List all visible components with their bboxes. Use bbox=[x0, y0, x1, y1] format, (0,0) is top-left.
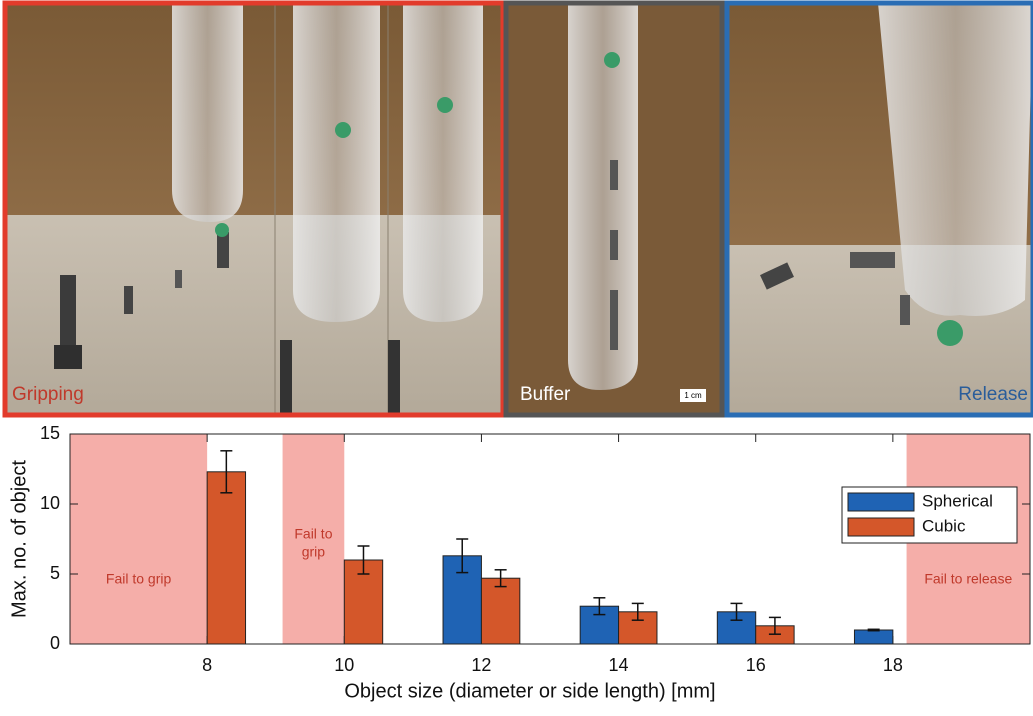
legend-swatch bbox=[848, 518, 914, 536]
region-label: Fail to release bbox=[924, 571, 1012, 587]
y-tick-label: 0 bbox=[50, 633, 60, 653]
legend-swatch bbox=[848, 493, 914, 511]
x-tick-label: 8 bbox=[202, 655, 212, 675]
legend-label: Cubic bbox=[922, 516, 966, 535]
marble bbox=[215, 223, 229, 237]
x-tick-label: 10 bbox=[334, 655, 354, 675]
bar bbox=[207, 472, 245, 644]
photo-panels: 1 cm Gripping Buffer Release bbox=[5, 3, 1033, 415]
legend: Spherical Cubic bbox=[842, 487, 1017, 543]
panel-label: Buffer bbox=[520, 384, 571, 405]
marble bbox=[437, 97, 453, 113]
error-bar bbox=[868, 629, 880, 630]
bolt bbox=[850, 252, 895, 268]
bolt bbox=[388, 340, 400, 415]
y-tick-label: 15 bbox=[40, 423, 60, 443]
bolt bbox=[610, 230, 618, 260]
chart: Fail to grip Fail to grip Fail to release 0 5… bbox=[8, 423, 1030, 703]
bar bbox=[854, 630, 892, 644]
bolt bbox=[54, 345, 82, 369]
region-label: Fail to grip bbox=[106, 571, 172, 587]
scale-bar-label: 1 cm bbox=[684, 391, 702, 400]
tube bbox=[293, 3, 380, 322]
bolt bbox=[900, 295, 910, 325]
bolt bbox=[60, 275, 76, 355]
region-label: Fail to bbox=[294, 526, 332, 542]
panel-label: Release bbox=[958, 384, 1028, 405]
marble bbox=[335, 122, 351, 138]
bolt bbox=[610, 290, 618, 350]
figure: 1 cm Gripping Buffer Release Fail to gri… bbox=[0, 0, 1033, 711]
x-tick-label: 16 bbox=[746, 655, 766, 675]
bolt bbox=[280, 340, 292, 415]
bolt bbox=[124, 286, 133, 314]
bar bbox=[481, 578, 519, 644]
x-axis-label: Object size (diameter or side length) [m… bbox=[344, 680, 715, 702]
tube bbox=[172, 3, 243, 222]
x-tick-label: 12 bbox=[471, 655, 491, 675]
x-tick-label: 18 bbox=[883, 655, 903, 675]
marble bbox=[937, 320, 963, 346]
bolt bbox=[217, 232, 229, 268]
y-tick-label: 10 bbox=[40, 493, 60, 513]
x-tick-label: 14 bbox=[609, 655, 629, 675]
region-label: grip bbox=[302, 544, 326, 560]
bolt bbox=[610, 160, 618, 190]
y-tick-label: 5 bbox=[50, 563, 60, 583]
shaded-region bbox=[70, 434, 207, 644]
y-axis-label: Max. no. of object bbox=[8, 460, 30, 618]
legend-label: Spherical bbox=[922, 491, 993, 510]
tube bbox=[403, 3, 483, 322]
panel-label: Gripping bbox=[12, 384, 84, 405]
marble bbox=[604, 52, 620, 68]
bolt bbox=[175, 270, 182, 288]
tube bbox=[568, 3, 638, 390]
